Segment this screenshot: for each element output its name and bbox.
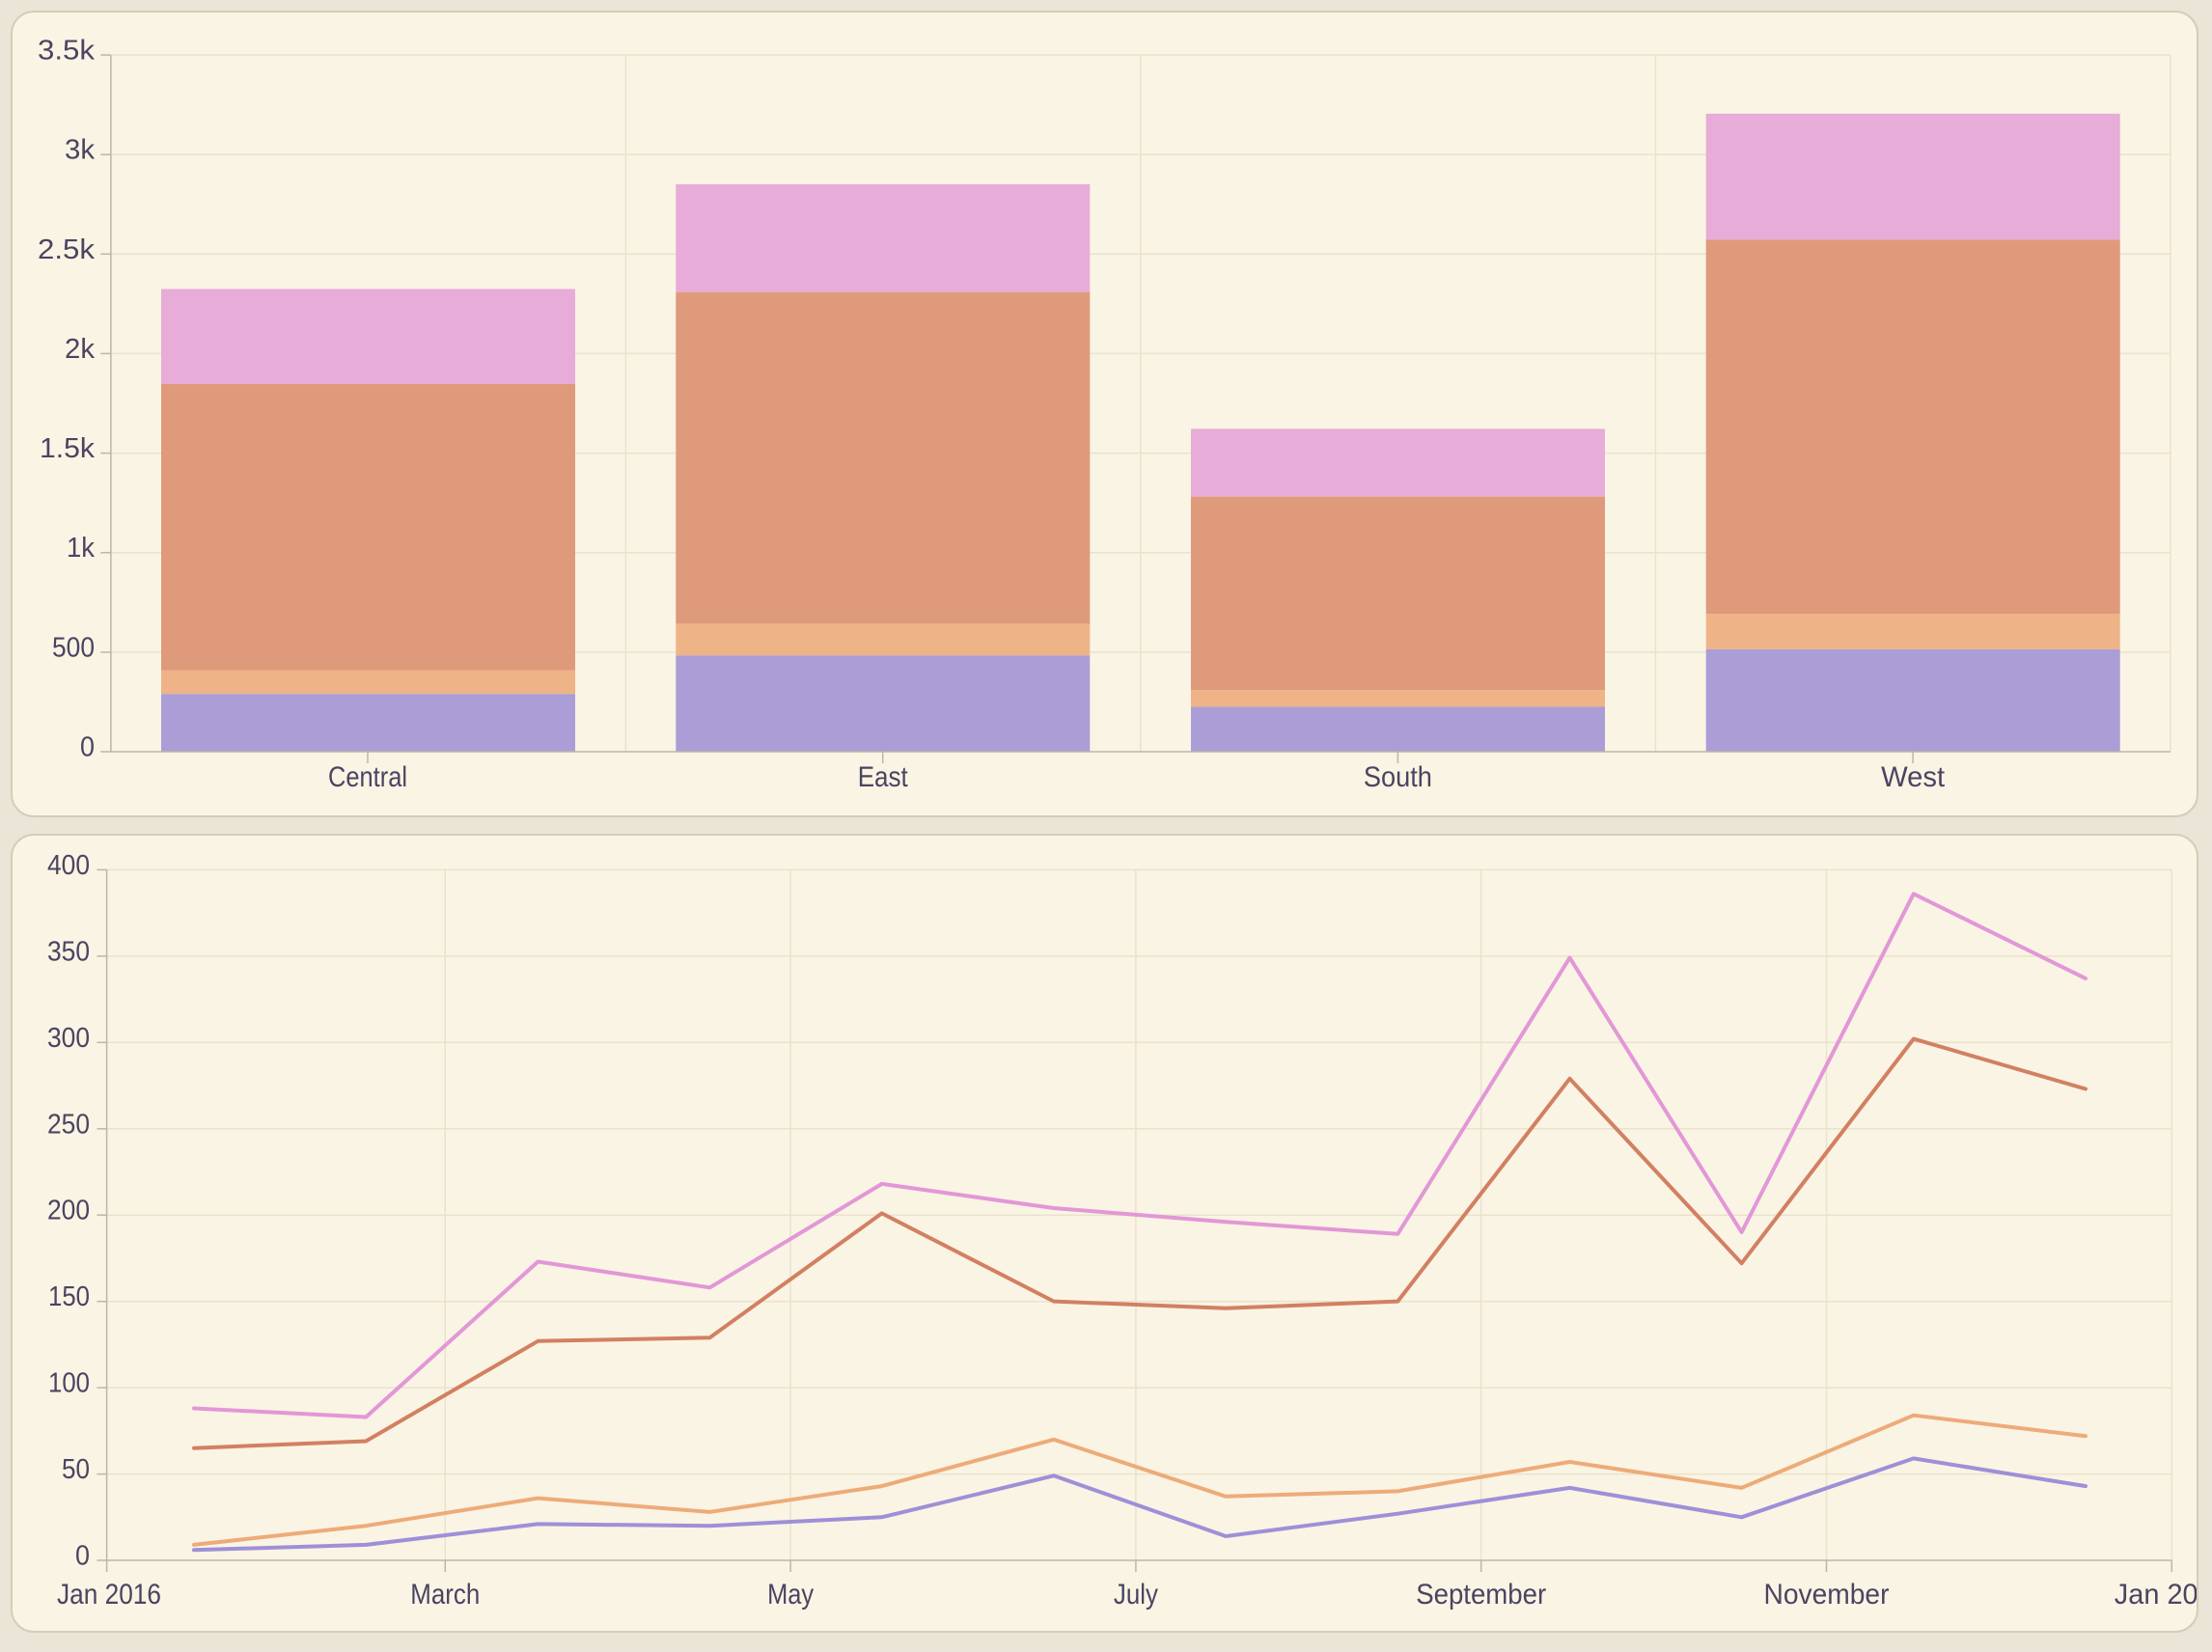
svg-text:West: West xyxy=(1881,761,1946,793)
svg-text:0: 0 xyxy=(80,732,95,763)
svg-text:3k: 3k xyxy=(65,135,95,166)
svg-text:100: 100 xyxy=(48,1368,90,1399)
svg-text:500: 500 xyxy=(52,632,95,663)
svg-text:July: July xyxy=(1114,1579,1158,1611)
svg-text:150: 150 xyxy=(48,1281,90,1312)
svg-text:3.5k: 3.5k xyxy=(38,36,96,67)
svg-text:March: March xyxy=(410,1579,480,1611)
svg-text:2k: 2k xyxy=(65,334,95,365)
svg-text:1.5k: 1.5k xyxy=(40,433,96,464)
svg-text:2.5k: 2.5k xyxy=(38,234,96,265)
svg-text:200: 200 xyxy=(47,1196,90,1226)
svg-text:1k: 1k xyxy=(67,533,95,564)
svg-text:South: South xyxy=(1364,761,1432,793)
svg-text:May: May xyxy=(767,1579,814,1611)
svg-text:50: 50 xyxy=(62,1454,90,1485)
svg-text:350: 350 xyxy=(47,936,90,967)
svg-text:Jan 2016: Jan 2016 xyxy=(57,1579,161,1611)
svg-text:0: 0 xyxy=(75,1541,90,1572)
svg-text:Jan 2017: Jan 2017 xyxy=(2115,1579,2197,1611)
svg-text:November: November xyxy=(1764,1579,1890,1611)
svg-text:Central: Central xyxy=(328,761,407,793)
svg-text:East: East xyxy=(858,761,909,793)
svg-text:300: 300 xyxy=(47,1023,90,1054)
svg-text:250: 250 xyxy=(47,1109,90,1140)
svg-text:400: 400 xyxy=(47,850,90,881)
svg-text:September: September xyxy=(1416,1579,1546,1611)
